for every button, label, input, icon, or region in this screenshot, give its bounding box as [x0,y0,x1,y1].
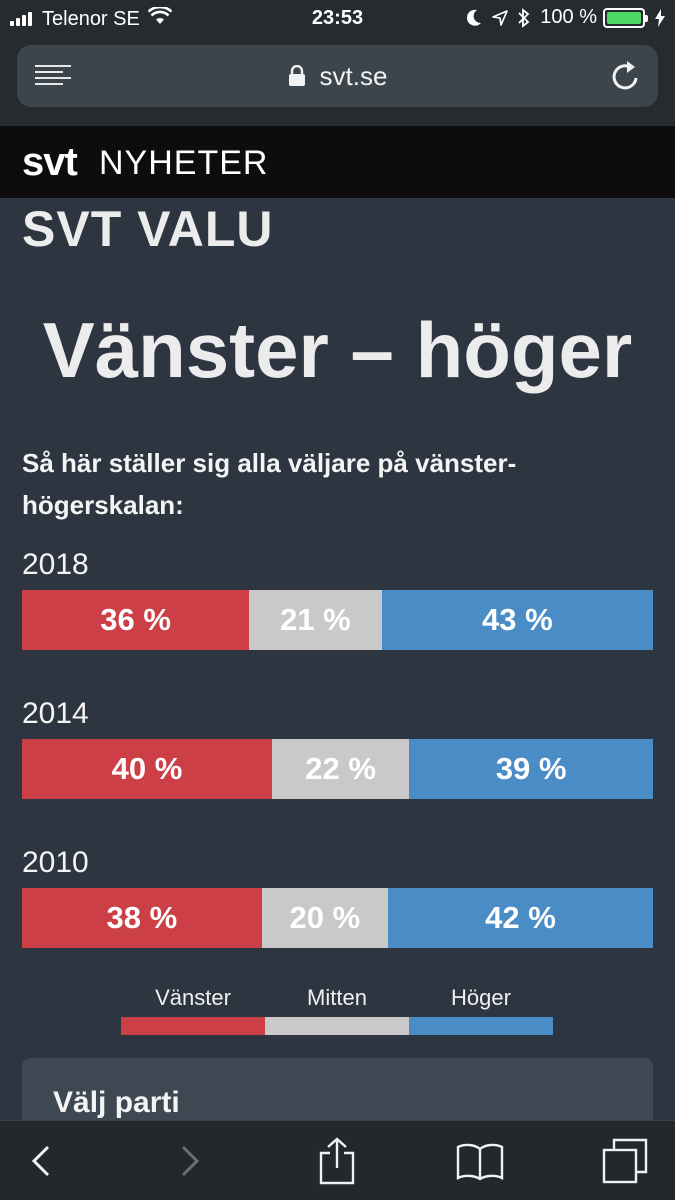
url-display[interactable]: svt.se [17,61,658,94]
bar-segment-mitten: 20 % [261,888,388,948]
data-label: 39 % [495,751,567,786]
bluetooth-icon [518,7,530,28]
svt-logo[interactable]: svt [22,140,78,184]
legend-label-vanster: Vänster [155,985,231,1010]
moon-icon [466,9,482,27]
battery-percent: 100 % [540,6,597,28]
reader-menu-icon[interactable] [35,65,71,87]
stacked-bar-2010: 38 % 20 % 42 % [22,888,653,948]
site-section-name[interactable]: NYHETER [99,144,269,182]
charging-bolt-icon [655,8,665,27]
data-label: 36 % [100,602,171,637]
cellular-signal-icon [10,12,34,26]
battery-icon [603,7,648,28]
clock: 23:53 [311,7,364,29]
browser-chrome: svt.se [0,36,675,126]
year-label: 2014 [22,697,89,730]
intro-text: Så här ställer sig alla väljare på vänst… [22,448,517,520]
legend-swatch-vanster [121,1017,265,1035]
forward-button[interactable] [150,1121,230,1200]
chevron-right-icon [181,1145,200,1177]
status-bar: Telenor SE 23:53 100 % [0,0,675,36]
legend-swatch-mitten [265,1017,409,1035]
carrier-name: Telenor SE [42,7,140,30]
bar-segment-hoger: 39 % [409,739,653,799]
site-header: svt NYHETER [0,126,675,198]
browser-toolbar [0,1120,675,1200]
book-icon [456,1143,504,1181]
wifi-icon [147,5,173,31]
data-label: 43 % [481,602,553,637]
chevron-left-icon [31,1145,50,1177]
year-label: 2018 [22,548,89,581]
year-label: 2010 [22,846,89,879]
address-bar[interactable]: svt.se [17,45,658,107]
url-text: svt.se [319,61,388,91]
legend-label-mitten: Mitten [307,985,367,1010]
location-arrow-icon [492,9,509,26]
status-left: Telenor SE [10,5,173,31]
data-label: 40 % [111,751,183,786]
legend-swatch-hoger [409,1017,553,1035]
tabs-button[interactable] [585,1121,665,1200]
bar-segment-mitten: 21 % [249,590,382,650]
data-label: 20 % [289,900,361,935]
lock-icon [288,63,306,94]
bar-segment-hoger: 43 % [381,590,653,650]
bookmarks-button[interactable] [440,1121,520,1200]
legend-label-hoger: Höger [451,985,511,1010]
party-selector-title: Välj parti [53,1086,180,1119]
stacked-bar-2018: 36 % 21 % 43 % [22,590,653,650]
data-label: 38 % [106,900,178,935]
stacked-bar-2014: 40 % 22 % 39 % [22,739,653,799]
data-label: 22 % [305,751,376,786]
bar-segment-vanster: 36 % [22,590,250,650]
section-title: SVT VALU [22,201,274,257]
reload-icon[interactable] [610,59,642,98]
back-button[interactable] [0,1121,80,1200]
bar-segment-hoger: 42 % [387,888,653,948]
data-label: 42 % [485,900,556,935]
tabs-icon [602,1138,648,1184]
share-icon [319,1137,355,1185]
share-button[interactable] [297,1121,377,1200]
chart-legend: Vänster Mitten Höger [121,985,553,1035]
bar-segment-vanster: 40 % [22,739,272,799]
bar-segment-vanster: 38 % [22,888,262,948]
status-right: 100 % [456,6,665,29]
bar-segment-mitten: 22 % [271,739,410,799]
page-title: Vänster – höger [42,306,633,394]
data-label: 21 % [280,602,351,637]
